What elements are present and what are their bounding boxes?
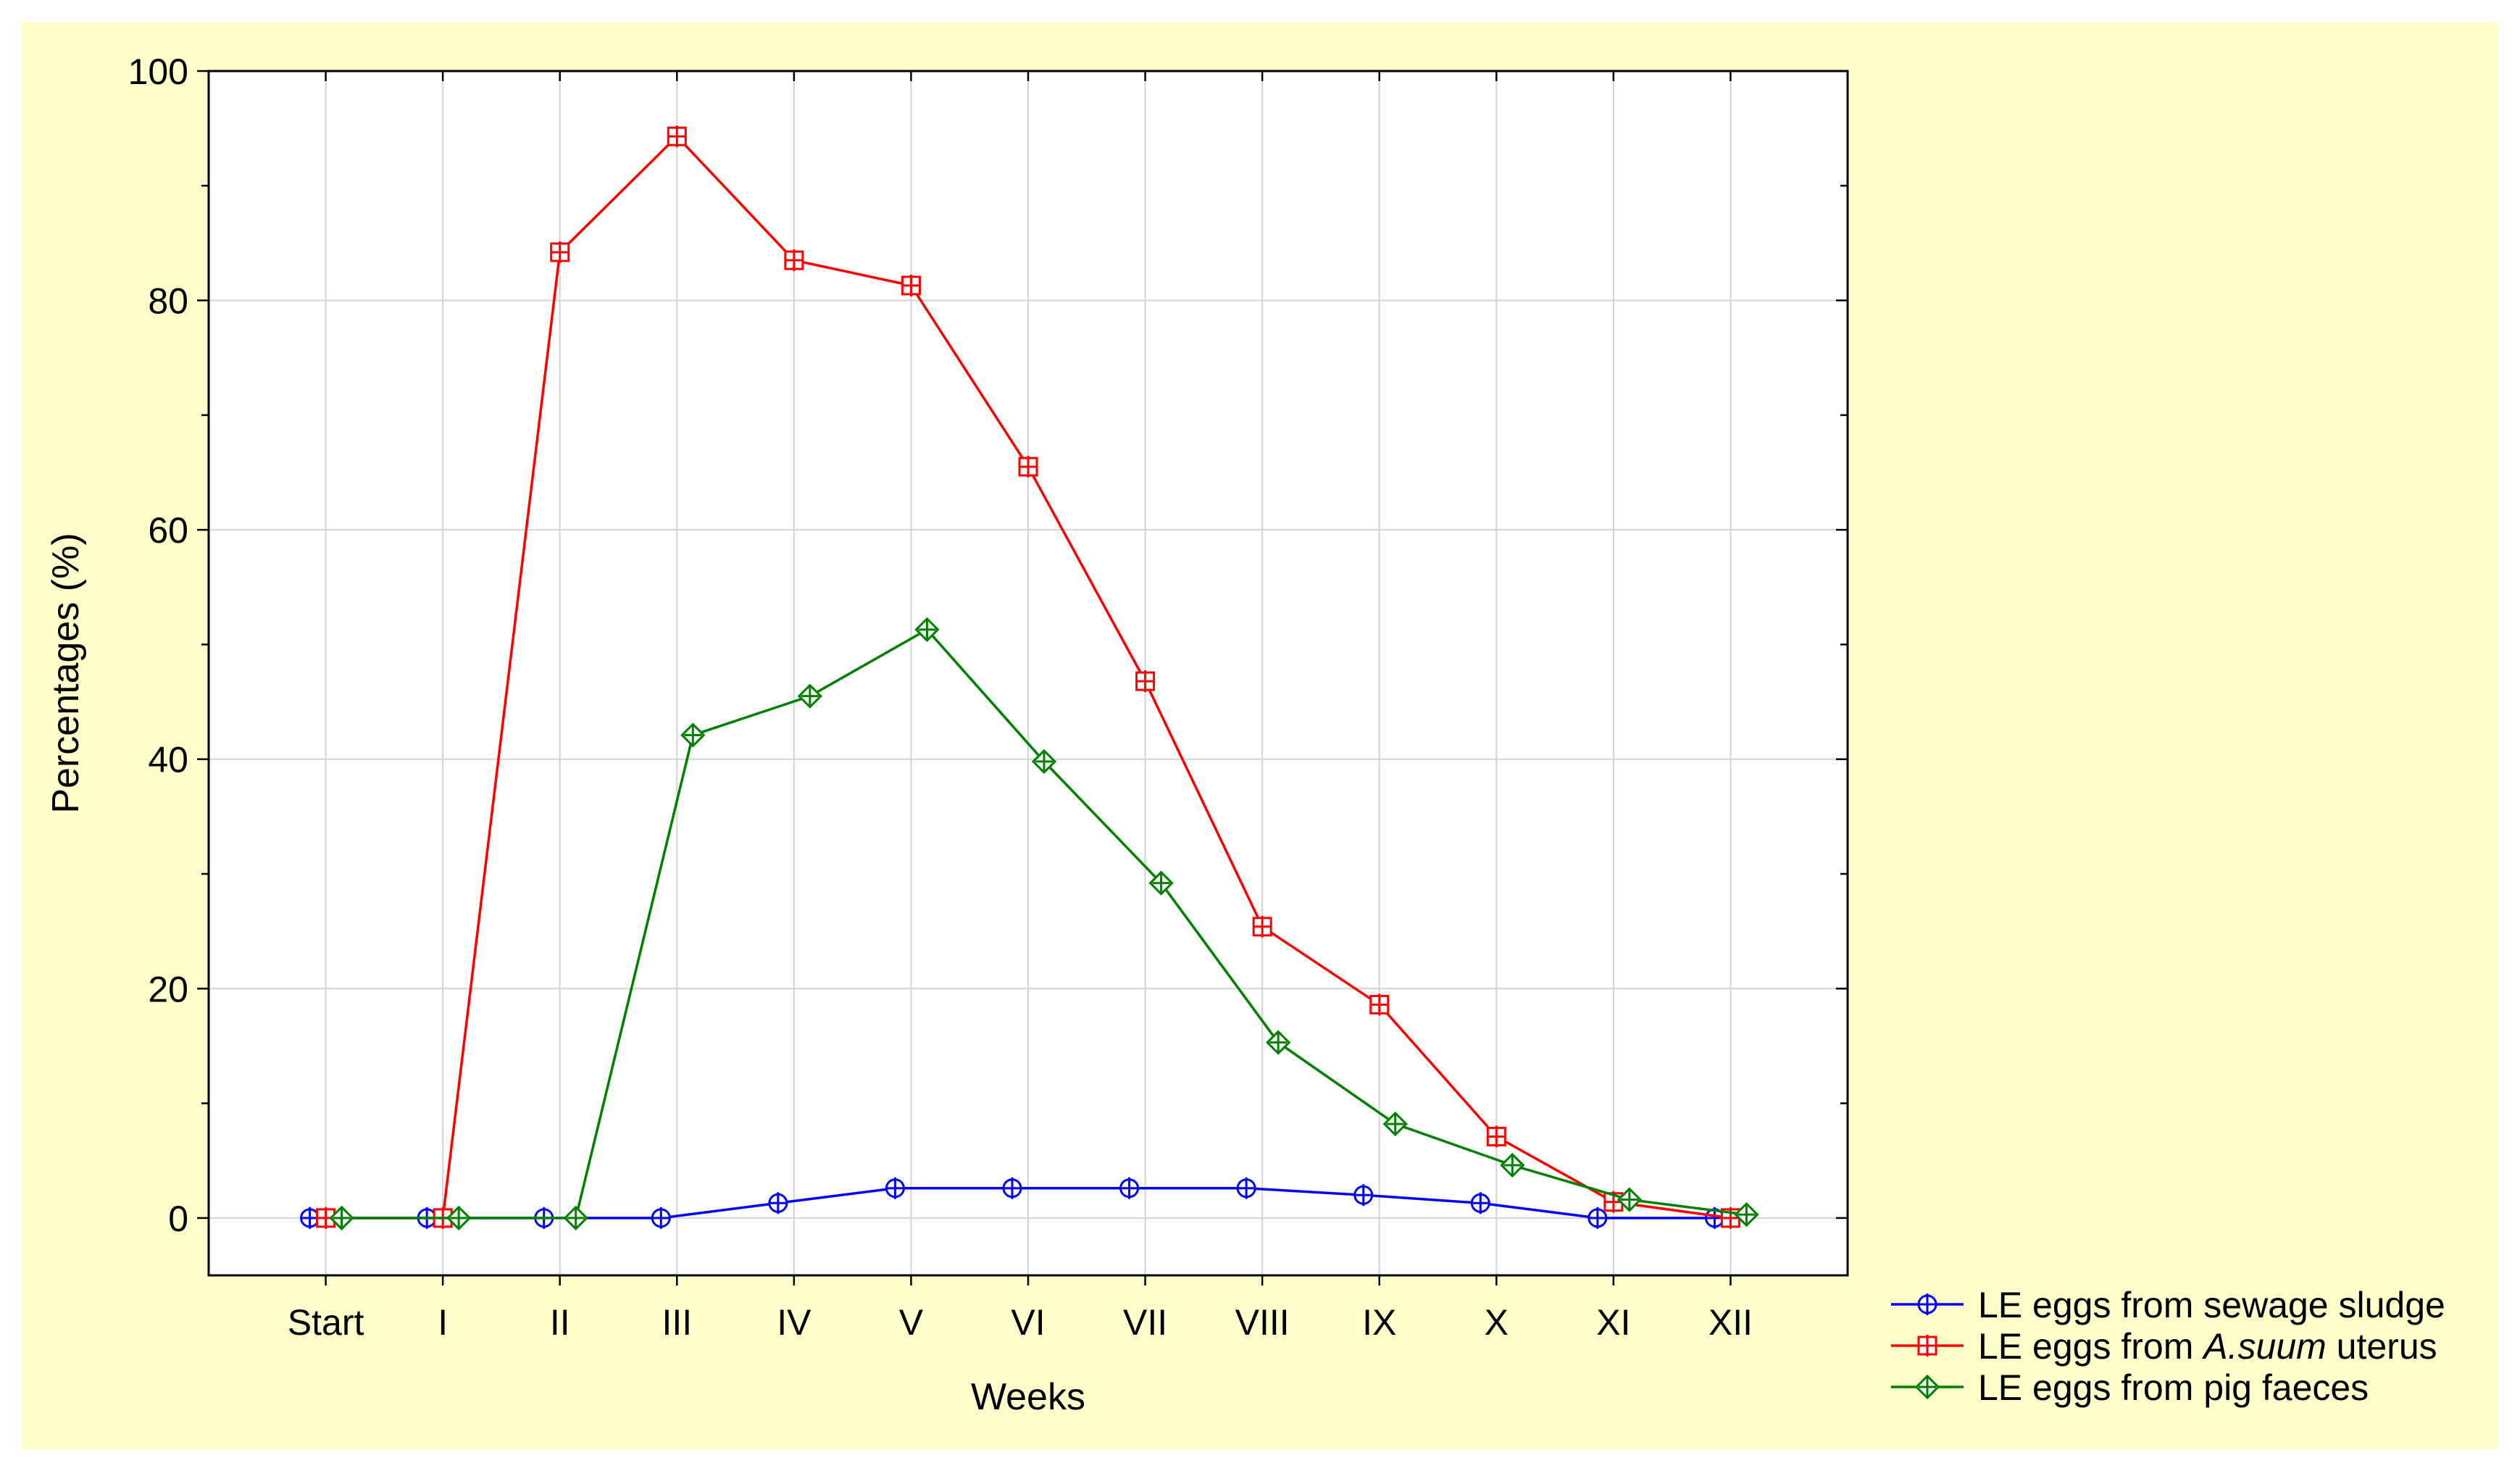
data-point xyxy=(1018,456,1038,478)
y-tick-label: 80 xyxy=(148,281,188,322)
data-point xyxy=(1148,870,1174,896)
y-tick-label: 0 xyxy=(168,1199,188,1239)
x-axis-tick-labels: Start I II III IV V VI VII VIII IX X XI XII xyxy=(288,1302,1753,1343)
data-point xyxy=(1720,1207,1740,1229)
legend-label: LE eggs from pig faeces xyxy=(1978,1367,2369,1408)
legend-item: LE eggs from pig faeces xyxy=(1891,1367,2369,1408)
data-point xyxy=(768,1192,788,1214)
x-tick-label: Start xyxy=(288,1302,364,1343)
axis-ticks xyxy=(197,70,1848,1285)
data-point xyxy=(329,1205,354,1230)
x-tick-label: III xyxy=(662,1302,692,1343)
y-axis-title: Percentages (%) xyxy=(45,533,87,813)
series-3 xyxy=(329,617,1759,1230)
legend-label-part: uterus xyxy=(2327,1326,2437,1367)
x-tick-label: XI xyxy=(1596,1302,1630,1343)
legend-item: LE eggs from A.suum uterus xyxy=(1891,1326,2437,1367)
x-tick-label: VII xyxy=(1123,1302,1167,1343)
figure-background: 0 20 40 60 80 100 Start I II III IV V VI VII VIII IX X X… xyxy=(22,22,2498,1449)
data-point xyxy=(901,274,921,296)
y-tick-label: 20 xyxy=(148,969,188,1009)
x-tick-label: V xyxy=(899,1302,924,1343)
x-tick-label: X xyxy=(1485,1302,1509,1343)
data-point xyxy=(1252,915,1272,938)
data-point xyxy=(1616,1187,1642,1212)
grid-lines xyxy=(209,70,1848,1275)
data-point xyxy=(914,617,940,642)
legend-marker xyxy=(1917,1293,1937,1315)
series-layer xyxy=(300,125,1759,1230)
data-point xyxy=(300,1207,320,1229)
data-point xyxy=(1002,1177,1022,1199)
legend-marker xyxy=(1917,1335,1937,1357)
x-tick-label: II xyxy=(550,1302,570,1343)
data-point xyxy=(885,1177,905,1199)
data-point xyxy=(784,249,804,272)
data-point xyxy=(550,241,570,264)
data-point xyxy=(563,1205,588,1230)
data-point xyxy=(446,1205,472,1230)
data-point xyxy=(1266,1030,1291,1055)
y-tick-label: 100 xyxy=(128,51,188,92)
x-tick-label: I xyxy=(438,1302,448,1343)
data-point xyxy=(1486,1125,1506,1148)
data-point xyxy=(1500,1152,1525,1178)
data-point xyxy=(1369,993,1390,1016)
legend-item: LE eggs from sewage sludge xyxy=(1891,1285,2445,1325)
legend-label: LE eggs from sewage sludge xyxy=(1978,1285,2445,1325)
data-point xyxy=(1734,1201,1759,1228)
y-tick-label: 60 xyxy=(148,510,188,551)
y-axis-tick-labels: 0 20 40 60 80 100 xyxy=(128,51,188,1239)
x-tick-label: IX xyxy=(1362,1302,1396,1343)
data-point xyxy=(1031,749,1057,775)
data-point xyxy=(1353,1184,1374,1207)
data-point xyxy=(680,722,706,748)
legend-label-part: LE eggs from sewage sludge xyxy=(1978,1285,2445,1325)
legend-label-part: A.suum xyxy=(2201,1326,2327,1367)
legend-label: LE eggs from A.suum uterus xyxy=(1978,1326,2437,1367)
x-tick-label: VIII xyxy=(1235,1302,1290,1343)
y-tick-label: 40 xyxy=(148,740,188,780)
x-tick-label: IV xyxy=(777,1302,812,1343)
data-point xyxy=(1236,1177,1256,1199)
x-axis-title: Weeks xyxy=(971,1376,1085,1418)
legend-label-part: LE eggs from pig faeces xyxy=(1978,1367,2369,1408)
data-point xyxy=(1470,1192,1490,1214)
x-tick-label: VI xyxy=(1011,1302,1045,1343)
x-tick-label: XII xyxy=(1708,1302,1753,1343)
data-point xyxy=(797,683,822,709)
data-point xyxy=(651,1207,671,1229)
data-point xyxy=(1382,1111,1408,1137)
data-point xyxy=(667,125,687,148)
data-point xyxy=(1119,1177,1140,1199)
data-point xyxy=(1135,670,1156,693)
legend-marker xyxy=(1914,1374,1940,1400)
legend-label-part: LE eggs from xyxy=(1978,1326,2203,1367)
data-point xyxy=(1587,1207,1608,1229)
